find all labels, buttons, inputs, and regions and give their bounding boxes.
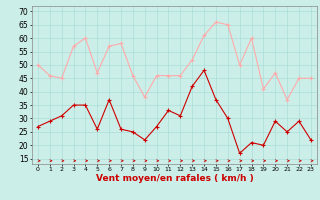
- X-axis label: Vent moyen/en rafales ( km/h ): Vent moyen/en rafales ( km/h ): [96, 174, 253, 183]
